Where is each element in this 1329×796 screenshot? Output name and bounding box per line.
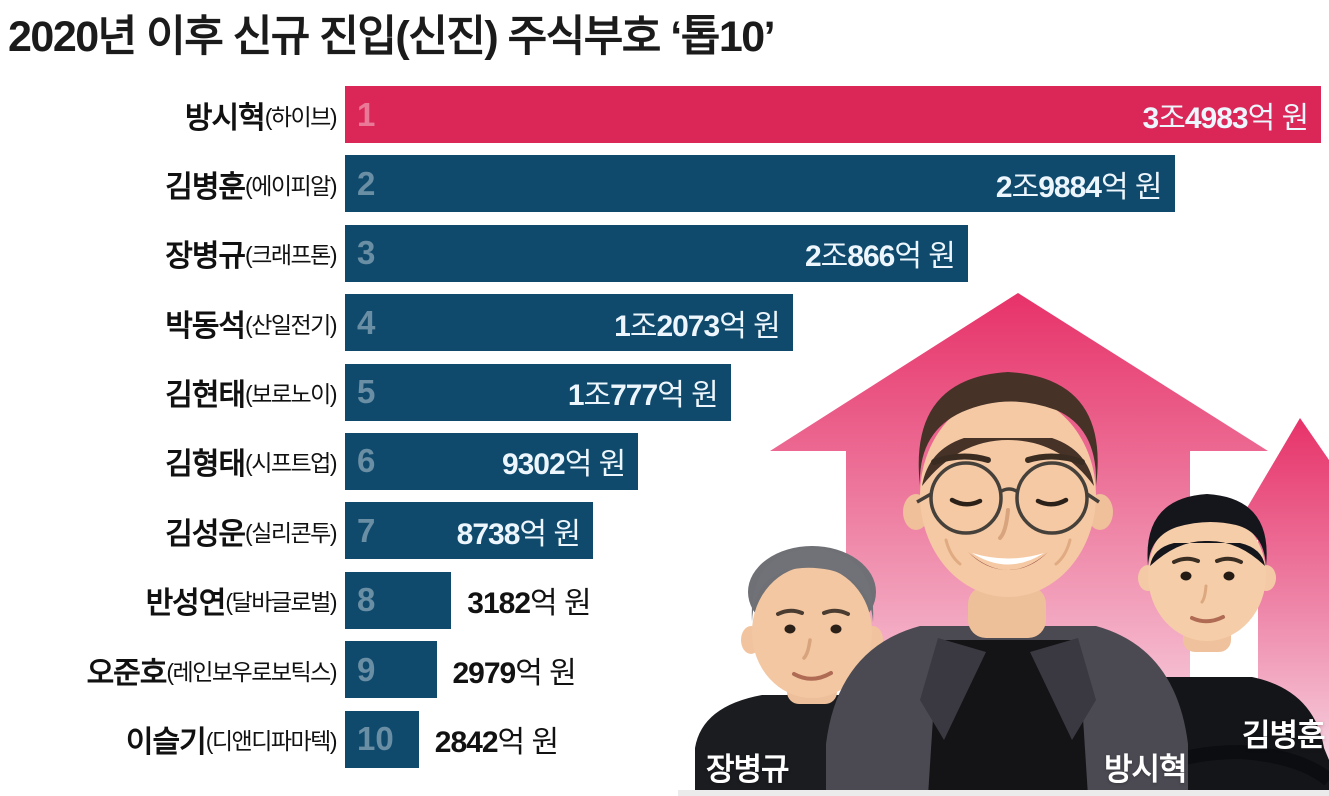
- chart-row: 김현태 (보로노이) 5 1조777억 원: [0, 363, 1329, 421]
- company-name: (달바글로벌): [225, 589, 337, 616]
- row-label: 김성운 (실리콘투): [0, 502, 345, 559]
- chart-row: 김형태 (시프트업) 6 9302억 원: [0, 432, 1329, 490]
- company-name: (레인보우로보틱스): [166, 658, 337, 685]
- rank-number: 1: [357, 95, 376, 133]
- company-name: (실리콘투): [245, 519, 337, 546]
- person-name: 오준호: [86, 656, 168, 690]
- chart-row: 오준호 (레인보우로보틱스) 9 2979억 원: [0, 641, 1329, 699]
- photo-caption-kim: 김병훈: [1242, 718, 1326, 753]
- bar: 2: [345, 155, 1175, 213]
- bar: 10: [345, 710, 419, 768]
- bar-track: 4 1조2073억 원: [345, 294, 1329, 352]
- bar-track: 7 8738억 원: [345, 502, 1329, 560]
- company-name: (디앤디파마텍): [205, 728, 338, 755]
- value-label: 8738억 원: [456, 517, 581, 551]
- company-name: (시프트업): [245, 450, 337, 477]
- person-name: 이슬기: [125, 726, 207, 760]
- person-name: 김형태: [165, 448, 246, 482]
- bar-track: 9 2979억 원: [345, 641, 1329, 699]
- row-label: 김병훈 (에이피알): [0, 155, 345, 212]
- bar: 3: [345, 224, 968, 282]
- row-label: 오준호 (레인보우로보틱스): [0, 641, 345, 698]
- company-name: (보로노이): [245, 381, 337, 408]
- bar-track: 6 9302억 원: [345, 432, 1329, 490]
- bar: 5: [345, 363, 731, 421]
- row-label: 박동석 (산일전기): [0, 294, 345, 351]
- rank-number: 6: [357, 442, 376, 480]
- bar: 1: [345, 86, 1322, 143]
- value-label: 2842억 원: [434, 726, 559, 760]
- rank-number: 3: [357, 234, 376, 272]
- value-label: 1조2073억 원: [614, 309, 781, 343]
- value-label: 3조4983억 원: [1142, 101, 1310, 135]
- bar-track: 8 3182억 원: [345, 571, 1329, 629]
- person-name: 반성연: [145, 587, 227, 621]
- bar: 4: [345, 294, 793, 352]
- chart-row: 반성연 (달바글로벌) 8 3182억 원: [0, 571, 1329, 629]
- value-label: 9302억 원: [501, 448, 626, 482]
- value-label: 2조866억 원: [804, 240, 956, 274]
- photo-caption-jang: 장병규: [706, 752, 790, 787]
- bar-track: 5 1조777억 원: [345, 363, 1329, 421]
- page-title: 2020년 이후 신규 진입(신진) 주식부호 ‘톱10’: [8, 13, 776, 61]
- chart-row: 김성운 (실리콘투) 7 8738억 원: [0, 502, 1329, 560]
- bar: 9: [345, 641, 437, 699]
- rank-number: 5: [357, 373, 376, 411]
- person-name: 박동석: [165, 309, 246, 343]
- rank-number: 8: [357, 581, 376, 619]
- bar-chart: 방시혁 (하이브) 1 3조4983억 원 김병훈 (에이피알) 2 2조9884억…: [0, 86, 1329, 780]
- bar: 7: [345, 502, 593, 560]
- row-label: 방시혁 (하이브): [0, 86, 345, 143]
- company-name: (하이브): [264, 103, 338, 130]
- person-name: 방시혁: [184, 101, 266, 135]
- photo-bottom-edge: [678, 790, 1329, 796]
- row-label: 김현태 (보로노이): [0, 364, 345, 421]
- bar: 8: [345, 571, 452, 629]
- rank-number: 2: [357, 164, 376, 202]
- rank-number: 9: [357, 650, 376, 688]
- row-label: 김형태 (시프트업): [0, 433, 345, 490]
- value-label: 1조777억 원: [567, 379, 719, 413]
- bar-track: 10 2842억 원: [345, 710, 1329, 768]
- row-label: 이슬기 (디앤디파마텍): [0, 711, 345, 768]
- company-name: (에이피알): [245, 172, 337, 199]
- bar-track: 1 3조4983억 원: [345, 86, 1329, 143]
- value-label: 2조9884억 원: [995, 170, 1163, 204]
- person-name: 김현태: [165, 379, 246, 413]
- chart-row: 이슬기 (디앤디파마텍) 10 2842억 원: [0, 710, 1329, 768]
- person-name: 김성운: [165, 517, 246, 551]
- rank-number: 4: [357, 303, 376, 341]
- bar: 6: [345, 432, 639, 490]
- person-name: 김병훈: [165, 170, 246, 204]
- chart-row: 김병훈 (에이피알) 2 2조9884억 원: [0, 155, 1329, 213]
- company-name: (산일전기): [245, 311, 337, 338]
- rank-number: 7: [357, 511, 376, 549]
- bar-track: 3 2조866억 원: [345, 224, 1329, 282]
- row-label: 반성연 (달바글로벌): [0, 572, 345, 629]
- chart-row: 방시혁 (하이브) 1 3조4983억 원: [0, 86, 1329, 143]
- rank-number: 10: [357, 720, 394, 758]
- value-label: 2979억 원: [452, 656, 577, 690]
- person-name: 장병규: [165, 240, 246, 274]
- bar-track: 2 2조9884억 원: [345, 155, 1329, 213]
- chart-row: 장병규 (크래프톤) 3 2조866억 원: [0, 224, 1329, 282]
- chart-row: 박동석 (산일전기) 4 1조2073억 원: [0, 294, 1329, 352]
- photo-caption-bang: 방시혁: [1104, 752, 1188, 787]
- company-name: (크래프톤): [245, 242, 337, 269]
- value-label: 3182억 원: [467, 587, 591, 621]
- row-label: 장병규 (크래프톤): [0, 225, 345, 282]
